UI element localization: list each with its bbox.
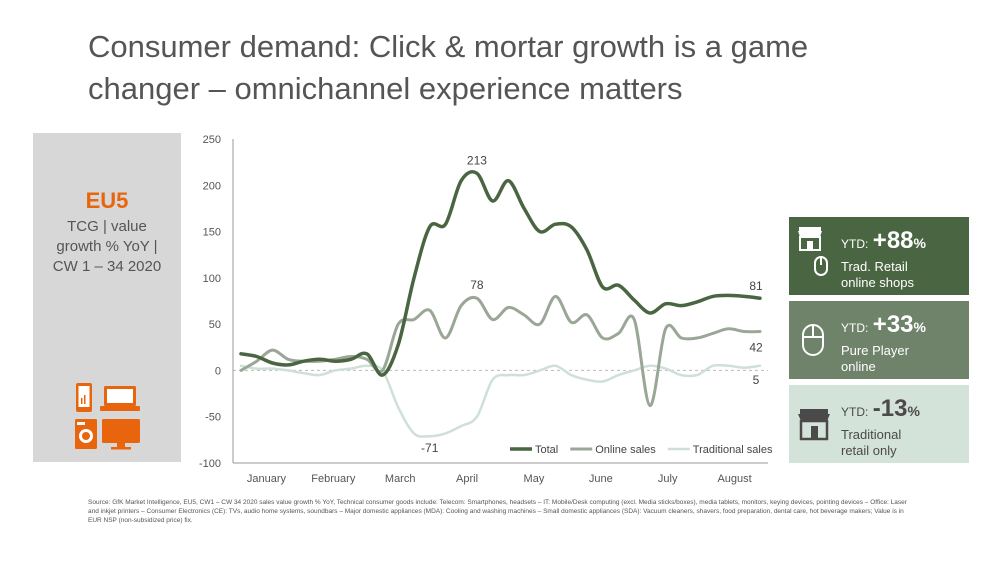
source-note: Source: GfK Market Intelligence, EU5, CW…	[88, 499, 907, 524]
y-tick-label: 150	[203, 227, 221, 239]
x-tick-label: January	[247, 473, 287, 485]
series-online-line	[239, 294, 762, 408]
x-tick-label: April	[456, 473, 478, 485]
ytd-percent: %	[913, 319, 926, 335]
ytd-label: YTD:	[841, 321, 869, 335]
data-label: -71	[421, 441, 439, 455]
store-icon	[798, 409, 830, 441]
region-panel: EU5 TCG | value growth % YoY | CW 1 – 34…	[33, 133, 181, 462]
channel-description-line: Traditional	[841, 427, 902, 442]
channel-description-line: retail only	[841, 443, 897, 458]
y-tick-label: -100	[199, 458, 221, 470]
legend-label: Traditional sales	[693, 444, 773, 456]
channel-description-line: Pure Player	[841, 343, 909, 358]
ytd-line: YTD: -13%	[841, 395, 920, 423]
y-tick-label: 50	[209, 319, 221, 331]
series-traditional-line	[239, 363, 762, 438]
x-tick-label: August	[717, 473, 751, 485]
region-subtitle-line: growth % YoY |	[56, 238, 158, 255]
y-tick-label: 200	[203, 180, 221, 192]
y-tick-label: 250	[203, 134, 221, 146]
series-total-line	[239, 170, 762, 377]
data-label: 213	[467, 153, 487, 167]
region-label: EU5	[85, 188, 129, 213]
channel-description-line: online	[841, 359, 876, 374]
ytd-line: YTD: +33%	[841, 311, 926, 339]
ytd-box-pure-player: YTD: +33% Pure Player online	[789, 301, 969, 379]
ytd-label: YTD:	[841, 405, 869, 419]
ytd-line: YTD: +88%	[841, 227, 926, 255]
x-tick-label: July	[658, 473, 678, 485]
channel-description: Trad. Retail online shops	[841, 259, 966, 291]
channel-description: Traditional retail only	[841, 427, 966, 459]
y-tick-label: 0	[215, 365, 221, 377]
smartphone-icon	[76, 383, 92, 412]
data-label: 81	[749, 279, 763, 293]
region-subtitle-line: CW 1 – 34 2020	[52, 258, 162, 275]
ytd-box-trad-online: YTD: +88% Trad. Retail online shops	[789, 217, 969, 295]
ytd-value: +33	[872, 311, 914, 338]
ytd-percent: %	[913, 235, 926, 251]
legend-label: Online sales	[595, 444, 656, 456]
laptop-icon	[100, 386, 140, 411]
channel-description-line: online shops	[841, 275, 914, 290]
tv-icon	[102, 419, 140, 450]
ytd-value: +88	[872, 227, 914, 254]
region-subtitle-line: TCG | value	[67, 218, 147, 235]
data-label: 42	[749, 341, 763, 355]
channel-description: Pure Player online	[841, 343, 966, 375]
x-tick-label: May	[524, 473, 545, 485]
store-online-icon	[798, 227, 828, 276]
y-tick-label: 100	[203, 273, 221, 285]
x-tick-label: June	[589, 473, 613, 485]
y-tick-label: -50	[205, 412, 221, 424]
x-tick-label: March	[385, 473, 416, 485]
data-label: 78	[470, 278, 484, 292]
page-title: Consumer demand: Click & mortar growth i…	[88, 29, 809, 106]
channel-description-line: Trad. Retail	[841, 259, 908, 274]
data-label: 5	[753, 373, 760, 387]
ytd-box-traditional: YTD: -13% Traditional retail only	[789, 385, 969, 463]
device-icons	[75, 383, 140, 450]
mouse-icon	[802, 324, 824, 356]
ytd-percent: %	[907, 403, 920, 419]
x-tick-label: February	[311, 473, 356, 485]
washing-machine-icon	[75, 419, 97, 449]
ytd-label: YTD:	[841, 237, 869, 251]
region-subtitle: TCG | value growth % YoY | CW 1 – 34 202…	[33, 217, 181, 277]
ytd-value: -13	[872, 395, 908, 422]
legend-label: Total	[535, 444, 558, 456]
